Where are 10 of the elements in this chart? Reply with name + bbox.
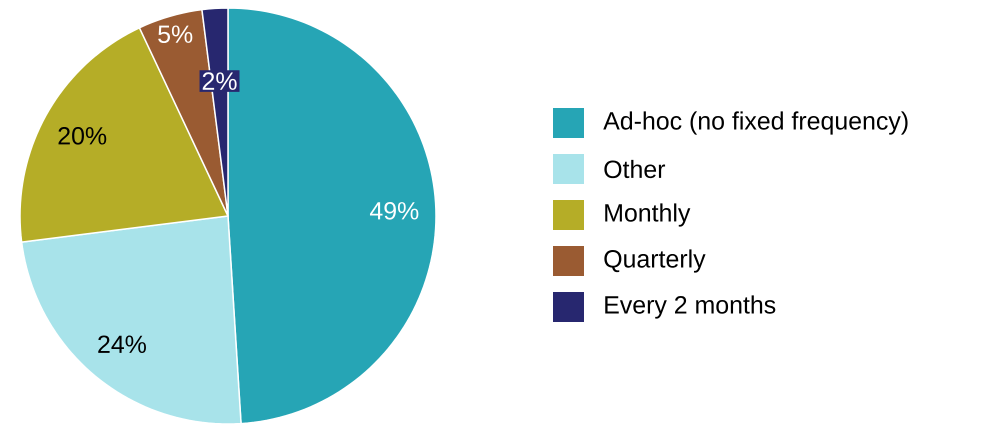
legend-label: Every 2 months [605,296,776,319]
legend-label: Ad-hoc (no fixed frequency) [603,112,908,135]
legend-label: Monthly [605,204,690,227]
data-label: 5% [158,26,192,44]
data-label: 2% [202,72,237,90]
legend-label: Quarterly [604,250,706,273]
legend-label: Other [604,160,666,178]
data-label: 20% [58,127,106,145]
data-label: 49% [370,202,418,220]
data-label: 24% [98,336,146,354]
